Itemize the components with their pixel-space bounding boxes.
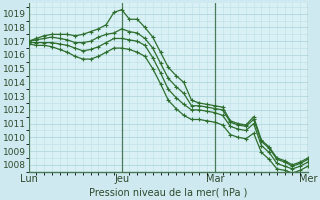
X-axis label: Pression niveau de la mer( hPa ): Pression niveau de la mer( hPa ) bbox=[89, 187, 247, 197]
